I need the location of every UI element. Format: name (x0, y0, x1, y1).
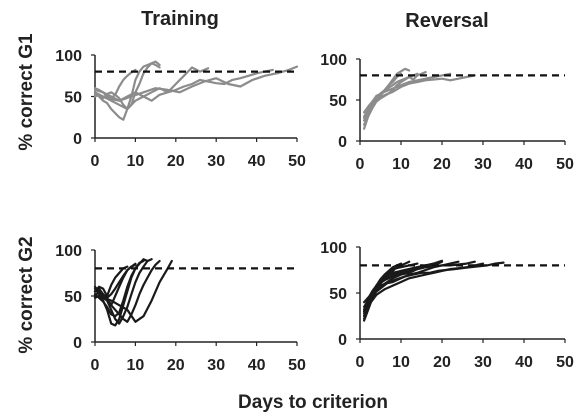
x-tick-label: 40 (515, 156, 533, 173)
x-tick-label: 20 (167, 357, 185, 374)
x-tick-label: 30 (207, 357, 225, 374)
panel-g1-training: 0 10 20 30 40 50 0 50 100 (55, 48, 306, 170)
x-tick-label: 10 (127, 153, 145, 170)
series-line-6 (363, 74, 476, 120)
y-tick-label: 100 (55, 243, 82, 260)
series-line-6 (93, 68, 274, 111)
series-line-8 (363, 261, 505, 313)
y-tick-label: 0 (338, 332, 347, 349)
y-tick-label: 50 (64, 289, 82, 306)
panel-g1-reversal: 0 10 20 30 40 50 0 50 100 (320, 52, 574, 173)
x-tick-label: 30 (474, 156, 492, 173)
series-line-8 (93, 263, 137, 299)
x-tick-label: 30 (207, 153, 225, 170)
series-line-7 (93, 259, 173, 323)
y-tick-label: 50 (329, 93, 347, 110)
row-ylabel-g1: % correct G1 (16, 33, 37, 151)
x-tick-label: 40 (248, 153, 266, 170)
x-tick-label: 30 (474, 354, 492, 371)
x-tick-label: 50 (556, 156, 574, 173)
y-tick-label: 100 (55, 48, 82, 65)
x-tick-label: 50 (556, 354, 574, 371)
x-tick-label: 10 (392, 354, 410, 371)
x-tick-label: 20 (433, 354, 451, 371)
y-tick-label: 100 (320, 52, 347, 69)
series-line-5 (363, 72, 452, 114)
x-tick-label: 20 (167, 153, 185, 170)
series-line-1 (93, 265, 129, 298)
y-tick-label: 0 (73, 335, 82, 352)
x-tick-label: 50 (288, 153, 306, 170)
y-tick-label: 50 (329, 286, 347, 303)
x-tick-label: 10 (392, 156, 410, 173)
y-tick-label: 0 (338, 134, 347, 151)
x-tick-label: 10 (127, 357, 145, 374)
y-tick-label: 50 (64, 90, 82, 107)
y-tick-label: 0 (73, 131, 82, 148)
x-tick-label: 40 (515, 354, 533, 371)
x-tick-label: 0 (91, 357, 100, 374)
x-tick-label: 0 (356, 354, 365, 371)
x-tick-label: 40 (248, 357, 266, 374)
y-tick-label: 100 (320, 240, 347, 257)
x-tick-label: 20 (433, 156, 451, 173)
panel-g2-training: 0 10 20 30 40 50 0 50 100 (55, 243, 306, 374)
shared-xlabel: Days to criterion (238, 392, 388, 413)
x-tick-label: 50 (288, 357, 306, 374)
x-tick-label: 0 (91, 153, 100, 170)
column-title-training: Training (141, 8, 219, 30)
series-line-4 (93, 66, 210, 102)
series-line-5 (93, 65, 299, 102)
panel-g2-reversal: 0 10 20 30 40 50 0 50 100 (320, 240, 574, 371)
column-title-reversal: Reversal (405, 10, 488, 32)
row-ylabel-g2: % correct G2 (16, 236, 37, 353)
x-tick-label: 0 (356, 156, 365, 173)
